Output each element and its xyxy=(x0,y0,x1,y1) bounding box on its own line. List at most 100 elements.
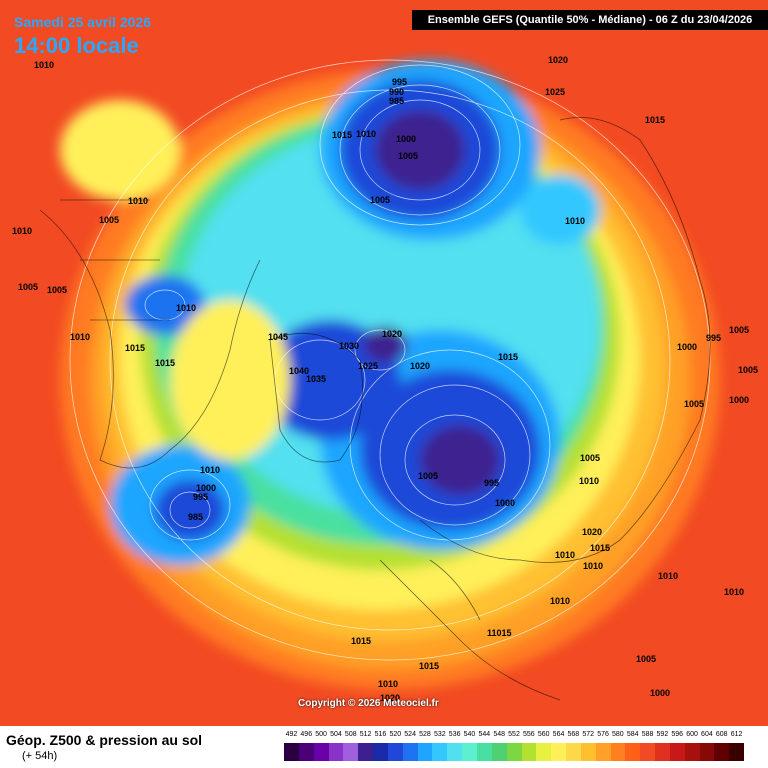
legend-label: 592 xyxy=(656,731,669,738)
pressure-label: 1015 xyxy=(419,661,440,671)
pressure-label: 1035 xyxy=(306,374,327,384)
pressure-label: 1025 xyxy=(358,361,379,371)
legend-swatch xyxy=(669,743,685,761)
legend-swatch xyxy=(417,743,433,761)
legend-swatch xyxy=(462,743,477,761)
legend-bar xyxy=(284,743,745,761)
legend-label: 508 xyxy=(344,731,357,738)
pressure-label: 1010 xyxy=(583,561,604,571)
legend-label: 524 xyxy=(404,731,416,738)
legend-swatch xyxy=(491,743,507,761)
legend-label: 544 xyxy=(478,731,491,738)
pressure-label: 1010 xyxy=(356,129,377,139)
map-canvas xyxy=(39,59,720,701)
pressure-label: 990 xyxy=(389,87,405,97)
pressure-label: 1010 xyxy=(565,216,586,226)
pressure-label: 1000 xyxy=(650,688,671,698)
legend-label: 496 xyxy=(300,731,313,738)
pressure-label: 1005 xyxy=(636,654,657,664)
weather-map: Samedi 25 avril 2026 14:00 locale Ensemb… xyxy=(0,0,768,726)
pressure-label: 1020 xyxy=(582,527,603,537)
forecast-local-time: 14:00 locale xyxy=(14,33,139,58)
legend-swatch xyxy=(714,743,730,761)
legend-swatch xyxy=(699,743,715,761)
model-info-banner: Ensemble GEFS (Quantile 50% - Médiane) -… xyxy=(412,10,768,30)
legend-swatch xyxy=(536,743,552,761)
pressure-label: 1015 xyxy=(125,343,146,353)
legend-swatch xyxy=(640,743,656,761)
legend-label: 572 xyxy=(582,731,595,738)
legend-swatch xyxy=(729,743,745,761)
pressure-label: 1000 xyxy=(729,395,750,405)
legend-swatch xyxy=(358,743,374,761)
pressure-label: 1005 xyxy=(418,471,439,481)
pressure-label: 1005 xyxy=(729,325,750,335)
pressure-label: 1010 xyxy=(658,571,679,581)
pressure-label: 1005 xyxy=(18,282,39,292)
pressure-label: 995 xyxy=(484,478,500,488)
pressure-label: 11015 xyxy=(487,628,512,638)
pressure-label: 1005 xyxy=(398,151,419,161)
pressure-label: 1020 xyxy=(380,693,401,703)
pressure-label: 1005 xyxy=(580,453,601,463)
pressure-label: 1010 xyxy=(724,587,745,597)
pressure-label: 1000 xyxy=(196,483,217,493)
legend-swatch xyxy=(373,743,388,761)
legend-swatch xyxy=(402,743,418,761)
isobar-lines xyxy=(69,59,711,661)
legend-label: 564 xyxy=(552,731,565,738)
color-legend: 492 496 500 504 508 512 516 520 524 528 532 536 540 5… xyxy=(284,729,745,765)
legend-label: 596 xyxy=(671,731,684,738)
legend-label: 608 xyxy=(715,731,728,738)
pressure-label: 1000 xyxy=(677,342,698,352)
pressure-label: 1015 xyxy=(498,352,519,362)
pressure-label: 995 xyxy=(392,77,408,87)
pressure-label: 1020 xyxy=(382,329,403,339)
pressure-label: 1030 xyxy=(339,341,360,351)
forecast-date: Samedi 25 avril 2026 xyxy=(14,14,151,30)
legend-swatch xyxy=(610,743,626,761)
legend-swatch xyxy=(284,743,299,761)
pressure-label: 985 xyxy=(188,512,204,522)
pressure-label: 1005 xyxy=(684,399,705,409)
legend-label: 588 xyxy=(641,731,654,738)
map-footer: Géop. Z500 & pression au sol (+ 54h) 492… xyxy=(0,726,768,768)
geopotential-field xyxy=(60,60,720,690)
legend-swatch xyxy=(521,743,537,761)
legend-swatch xyxy=(476,743,492,761)
legend-label: 540 xyxy=(463,731,476,738)
legend-swatch xyxy=(387,743,403,761)
pressure-label: 985 xyxy=(389,96,405,106)
legend-label: 532 xyxy=(433,731,446,738)
legend-swatch xyxy=(447,743,463,761)
legend-swatch xyxy=(298,743,314,761)
pressure-label: 1010 xyxy=(128,196,149,206)
legend-swatch xyxy=(566,743,581,761)
pressure-label: 1040 xyxy=(289,366,310,376)
legend-swatch xyxy=(343,743,359,761)
pressure-label: 1015 xyxy=(351,636,372,646)
pressure-label: 1010 xyxy=(34,60,55,70)
pressure-label: 1010 xyxy=(579,476,600,486)
pressure-label: 1010 xyxy=(12,226,33,236)
pressure-label: 1005 xyxy=(47,285,68,295)
legend-label: 584 xyxy=(626,731,639,738)
copyright-notice: Copyright © 2026 Meteociel.fr xyxy=(298,698,439,709)
legend-label: 492 xyxy=(285,731,298,738)
pressure-label: 1010 xyxy=(555,550,576,560)
pressure-label: 1010 xyxy=(550,596,571,606)
legend-label: 604 xyxy=(701,731,713,738)
legend-label: 552 xyxy=(508,731,520,738)
pressure-label: 995 xyxy=(193,492,209,502)
pressure-label: 1020 xyxy=(410,361,431,371)
legend-label: 556 xyxy=(522,731,535,738)
pressure-label: 1000 xyxy=(396,134,417,144)
pressure-label: 1015 xyxy=(645,115,666,125)
legend-swatch xyxy=(506,743,522,761)
pressure-label: 1000 xyxy=(495,498,516,508)
legend-swatch xyxy=(684,743,700,761)
pressure-label: 1045 xyxy=(268,332,289,342)
legend-labels: 492 496 500 504 508 512 516 520 524 528 532 536 540 5… xyxy=(284,731,744,741)
legend-label: 520 xyxy=(389,731,402,738)
legend-label: 560 xyxy=(537,731,550,738)
